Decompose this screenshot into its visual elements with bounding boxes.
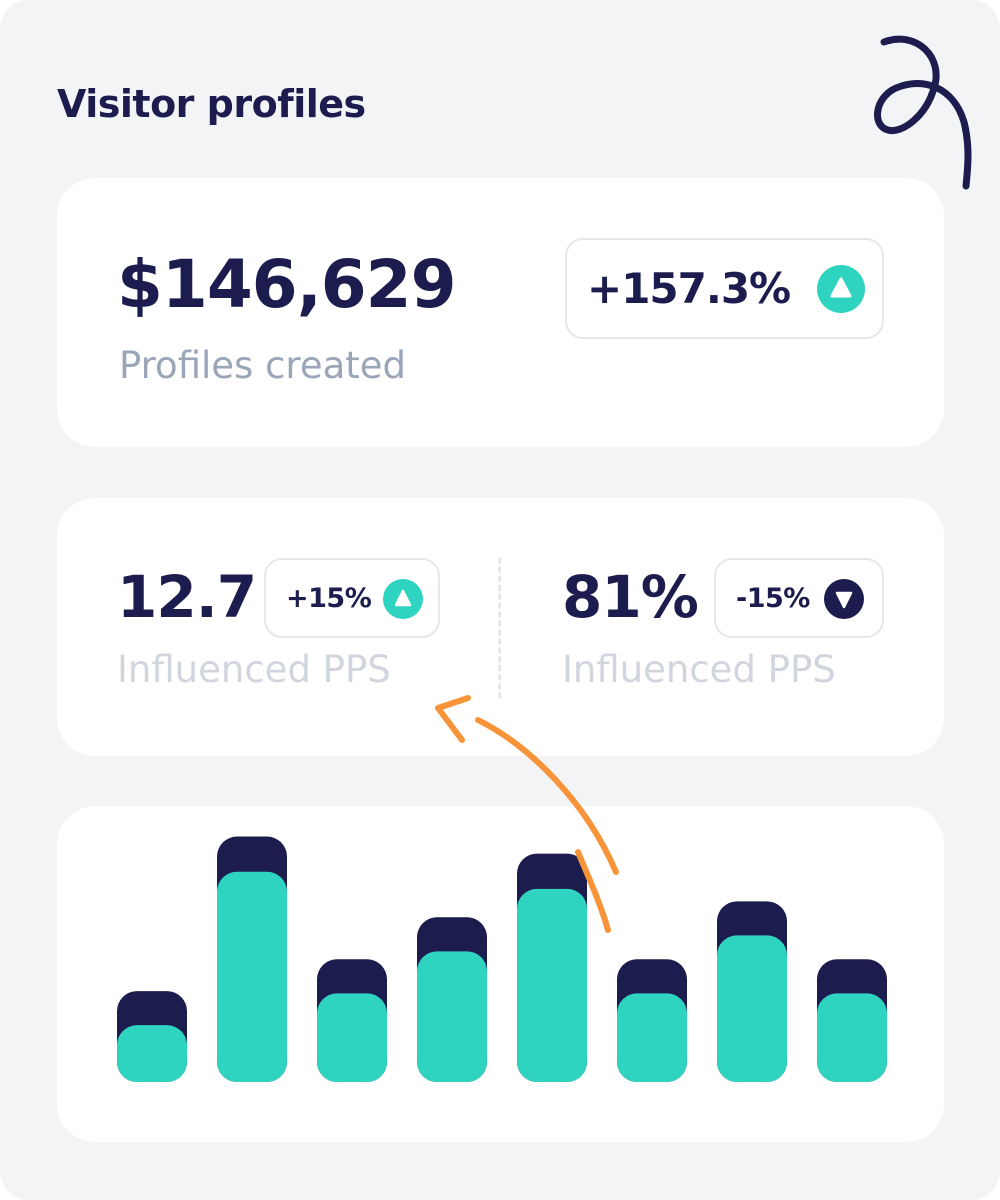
bar-bottom-segment: [117, 1025, 187, 1082]
bar-bottom-segment: [717, 935, 787, 1082]
profiles-created-value: $146,629: [117, 246, 457, 323]
influenced-pps-card: 12.7 +15% Influenced PPS 81% -15% Influe…: [57, 498, 944, 756]
bar-group: [717, 901, 787, 1082]
visitors-bar-chart-card: [57, 806, 944, 1142]
triangle-up-icon: [817, 265, 865, 313]
bar-group: [517, 853, 587, 1082]
stat-change-badge: +15%: [264, 558, 440, 638]
profiles-created-card: $146,629 Profiles created +157.3%: [57, 178, 944, 447]
bar-bottom-segment: [817, 993, 887, 1082]
stat-label: Influenced PPS: [562, 648, 836, 691]
stat-change-badge: -15%: [714, 558, 884, 638]
bar-group: [317, 959, 387, 1082]
stat-value: 12.7: [117, 563, 257, 631]
bar-group: [817, 959, 887, 1082]
bar-bottom-segment: [217, 871, 287, 1082]
stat-value: 81%: [562, 563, 699, 631]
profiles-created-label: Profiles created: [119, 344, 407, 387]
stat-label: Influenced PPS: [117, 648, 391, 691]
page-title: Visitor profiles: [57, 82, 366, 126]
hand-drawn-arrow-decoration: [435, 695, 619, 933]
bar-bottom-segment: [317, 993, 387, 1082]
bar-bottom-segment: [617, 993, 687, 1082]
triangle-down-icon: [824, 579, 864, 619]
profiles-change-badge: +157.3%: [565, 238, 884, 339]
bar-group: [417, 917, 487, 1082]
bar-group: [217, 836, 287, 1082]
bar-group: [117, 991, 187, 1082]
stat-change-value: +15%: [286, 582, 372, 614]
triangle-up-icon: [383, 579, 423, 619]
squiggle-decoration: [874, 35, 972, 190]
bar-chart: [117, 836, 887, 1082]
stats-divider: [498, 558, 501, 698]
stat-change-value: -15%: [736, 582, 810, 614]
bar-bottom-segment: [417, 951, 487, 1082]
profiles-change-value: +157.3%: [587, 264, 791, 313]
bar-bottom-segment: [517, 888, 587, 1082]
bar-group: [617, 959, 687, 1082]
